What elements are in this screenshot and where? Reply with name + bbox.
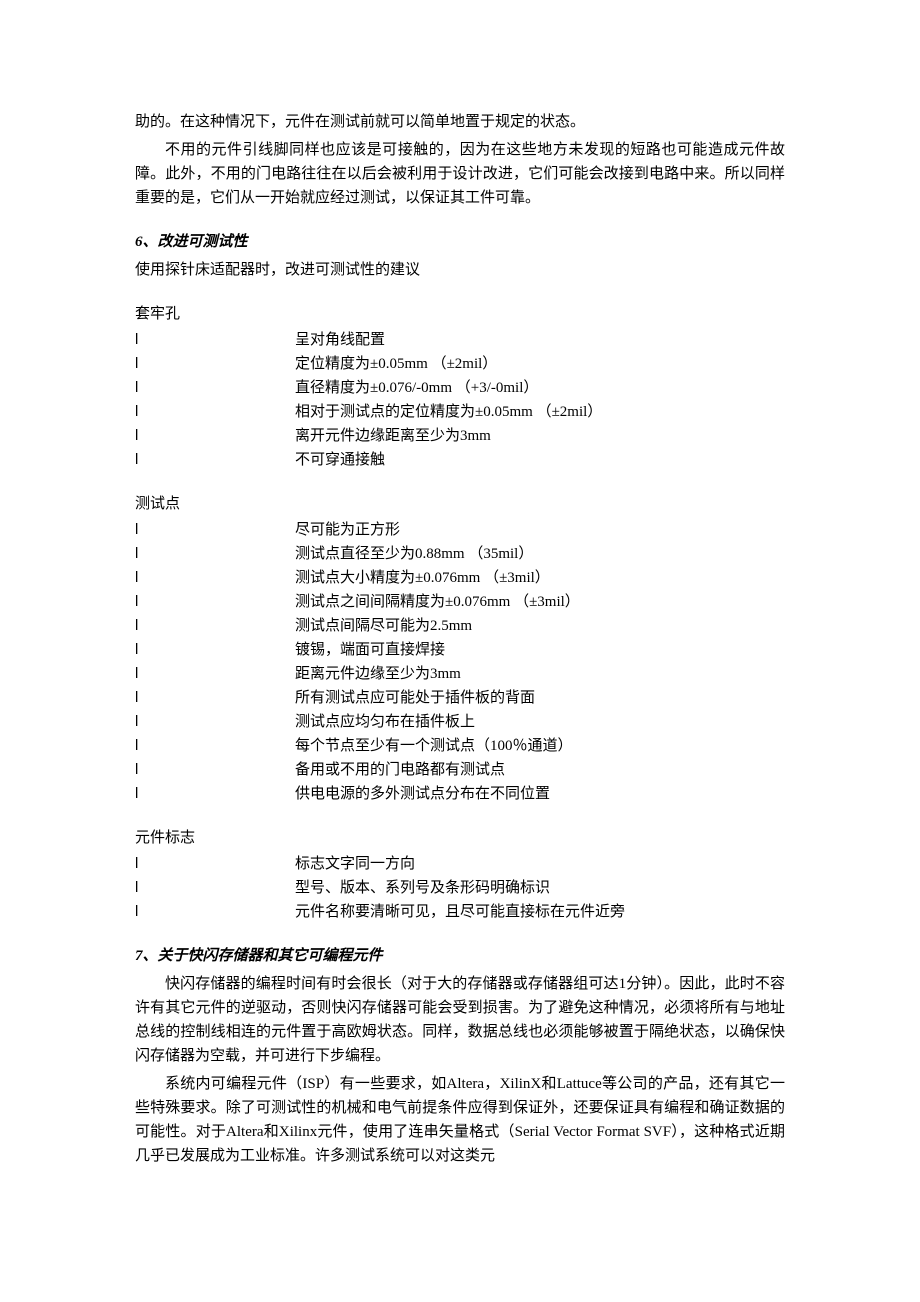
list-bullet: l <box>135 400 295 424</box>
list-text: 尽可能为正方形 <box>295 518 785 542</box>
list-bullet: l <box>135 376 295 400</box>
list-text: 直径精度为±0.076/-0mm （+3/-0mil） <box>295 376 785 400</box>
list-item: l尽可能为正方形 <box>135 518 785 542</box>
list-bullet: l <box>135 662 295 686</box>
list-bullet: l <box>135 876 295 900</box>
list-item: l直径精度为±0.076/-0mm （+3/-0mil） <box>135 376 785 400</box>
list-item: l测试点之间间隔精度为±0.076mm （±3mil） <box>135 590 785 614</box>
list-item: l不可穿通接触 <box>135 448 785 472</box>
list-text: 每个节点至少有一个测试点（100％通道） <box>295 734 785 758</box>
section6-heading: 6、改进可测试性 <box>135 230 785 254</box>
list-text: 测试点间隔尽可能为2.5mm <box>295 614 785 638</box>
list-text: 所有测试点应可能处于插件板的背面 <box>295 686 785 710</box>
list-item: l相对于测试点的定位精度为±0.05mm （±2mil） <box>135 400 785 424</box>
list-item: l元件名称要清晰可见，且尽可能直接标在元件近旁 <box>135 900 785 924</box>
list-text: 备用或不用的门电路都有测试点 <box>295 758 785 782</box>
list-text: 型号、版本、系列号及条形码明确标识 <box>295 876 785 900</box>
list-item: l测试点大小精度为±0.076mm （±3mil） <box>135 566 785 590</box>
list-bullet: l <box>135 758 295 782</box>
list-text: 测试点直径至少为0.88mm （35mil） <box>295 542 785 566</box>
list-item: l备用或不用的门电路都有测试点 <box>135 758 785 782</box>
list-bullet: l <box>135 566 295 590</box>
block-title-2: 元件标志 <box>135 826 785 850</box>
list-item: l距离元件边缘至少为3mm <box>135 662 785 686</box>
block-title-0: 套牢孔 <box>135 302 785 326</box>
list-item: l每个节点至少有一个测试点（100％通道） <box>135 734 785 758</box>
list-text: 测试点之间间隔精度为±0.076mm （±3mil） <box>295 590 785 614</box>
list-item: l镀锡，端面可直接焊接 <box>135 638 785 662</box>
list-item: l测试点应均匀布在插件板上 <box>135 710 785 734</box>
intro-p2: 不用的元件引线脚同样也应该是可接触的，因为在这些地方未发现的短路也可能造成元件故… <box>135 138 785 210</box>
list-item: l离开元件边缘距离至少为3mm <box>135 424 785 448</box>
list-item: l标志文字同一方向 <box>135 852 785 876</box>
list-bullet: l <box>135 542 295 566</box>
list-text: 镀锡，端面可直接焊接 <box>295 638 785 662</box>
list-text: 定位精度为±0.05mm （±2mil） <box>295 352 785 376</box>
section6-subtext: 使用探针床适配器时，改进可测试性的建议 <box>135 258 785 282</box>
list-item: l定位精度为±0.05mm （±2mil） <box>135 352 785 376</box>
list-text: 测试点应均匀布在插件板上 <box>295 710 785 734</box>
section7-p1: 快闪存储器的编程时间有时会很长（对于大的存储器或存储器组可达1分钟）。因此，此时… <box>135 972 785 1068</box>
list-text: 测试点大小精度为±0.076mm （±3mil） <box>295 566 785 590</box>
list-bullet: l <box>135 710 295 734</box>
list-bullet: l <box>135 448 295 472</box>
list-bullet: l <box>135 424 295 448</box>
list-bullet: l <box>135 900 295 924</box>
list-text: 呈对角线配置 <box>295 328 785 352</box>
list-bullet: l <box>135 614 295 638</box>
list-bullet: l <box>135 852 295 876</box>
section7-p2: 系统内可编程元件（ISP）有一些要求，如Altera，XilinX和Lattuc… <box>135 1072 785 1168</box>
list-item: l呈对角线配置 <box>135 328 785 352</box>
list-item: l测试点直径至少为0.88mm （35mil） <box>135 542 785 566</box>
list-text: 离开元件边缘距离至少为3mm <box>295 424 785 448</box>
list-bullet: l <box>135 734 295 758</box>
list-text: 供电电源的多外测试点分布在不同位置 <box>295 782 785 806</box>
list-text: 元件名称要清晰可见，且尽可能直接标在元件近旁 <box>295 900 785 924</box>
list-text: 距离元件边缘至少为3mm <box>295 662 785 686</box>
list-item: l供电电源的多外测试点分布在不同位置 <box>135 782 785 806</box>
list-bullet: l <box>135 686 295 710</box>
list-bullet: l <box>135 590 295 614</box>
list-bullet: l <box>135 518 295 542</box>
list-text: 相对于测试点的定位精度为±0.05mm （±2mil） <box>295 400 785 424</box>
list-item: l所有测试点应可能处于插件板的背面 <box>135 686 785 710</box>
list-bullet: l <box>135 328 295 352</box>
list-item: l型号、版本、系列号及条形码明确标识 <box>135 876 785 900</box>
list-bullet: l <box>135 352 295 376</box>
block-title-1: 测试点 <box>135 492 785 516</box>
intro-p1: 助的。在这种情况下，元件在测试前就可以简单地置于规定的状态。 <box>135 110 785 134</box>
list-bullet: l <box>135 638 295 662</box>
list-item: l测试点间隔尽可能为2.5mm <box>135 614 785 638</box>
section7-heading: 7、关于快闪存储器和其它可编程元件 <box>135 944 785 968</box>
list-text: 不可穿通接触 <box>295 448 785 472</box>
list-text: 标志文字同一方向 <box>295 852 785 876</box>
list-bullet: l <box>135 782 295 806</box>
